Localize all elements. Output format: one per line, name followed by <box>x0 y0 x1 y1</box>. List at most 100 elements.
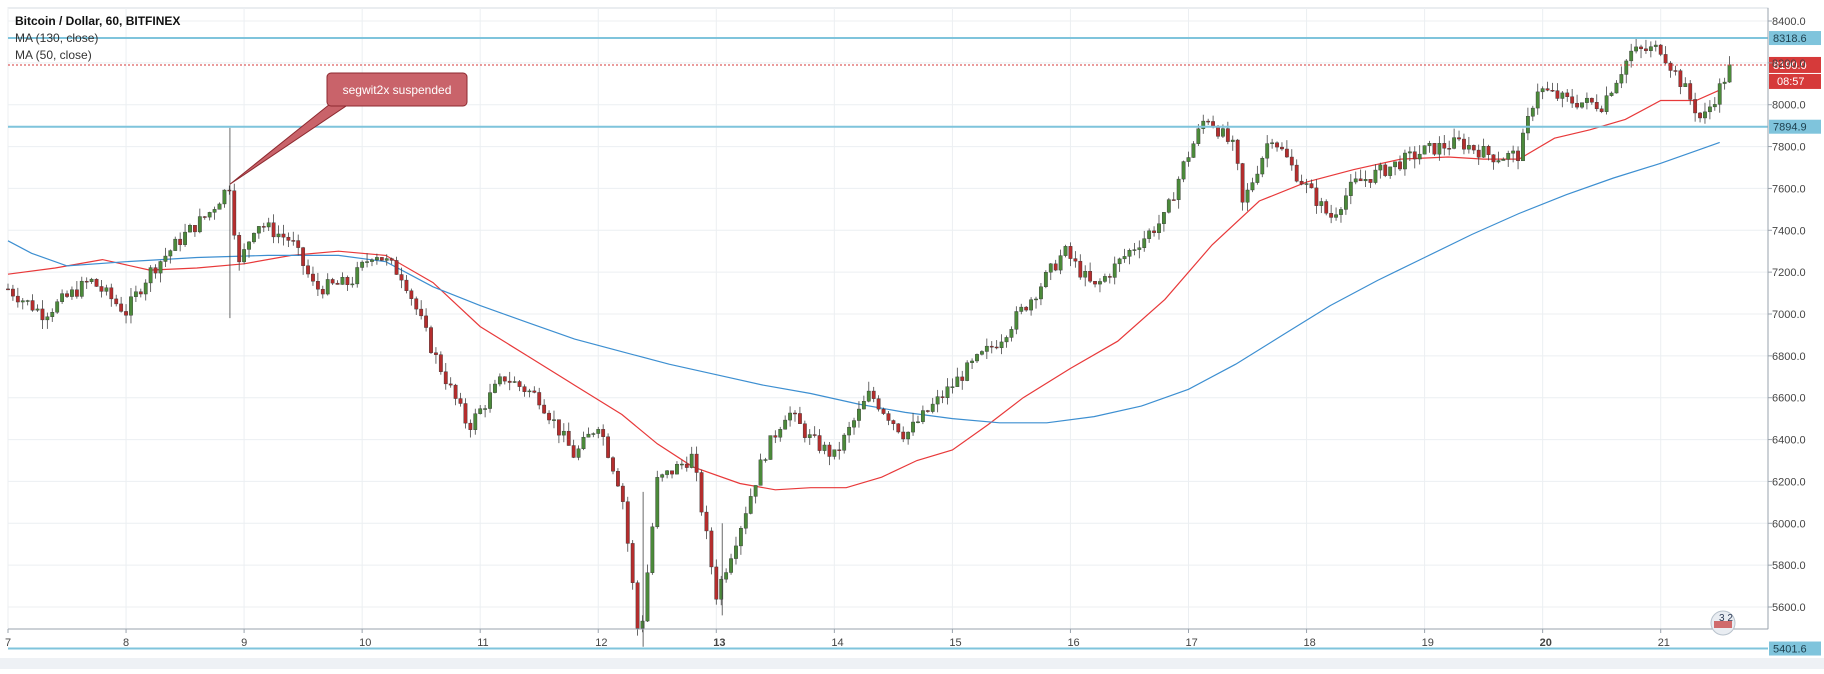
candle-body <box>852 420 856 428</box>
candle-body <box>129 296 133 316</box>
candle-body <box>1112 263 1117 278</box>
candle-body <box>143 282 148 295</box>
candle-body <box>237 235 242 263</box>
candle-body <box>1201 120 1206 129</box>
candle-body <box>1683 83 1688 87</box>
candle-body <box>1088 271 1093 282</box>
candle-body <box>788 412 792 421</box>
candle-body <box>473 413 478 430</box>
candle-body <box>1427 142 1432 146</box>
candle-body <box>970 360 974 363</box>
candle-body <box>1147 230 1152 239</box>
x-tick-label: 18 <box>1304 637 1316 649</box>
candle-body <box>1486 145 1491 155</box>
candle-body <box>1658 44 1663 55</box>
candle-body <box>1727 64 1732 83</box>
candle-body <box>1693 99 1698 114</box>
candle-body <box>1422 145 1427 155</box>
candle-body <box>1265 143 1270 159</box>
candle-body <box>1452 137 1457 149</box>
candle-body <box>133 291 138 297</box>
candle-body <box>876 398 881 410</box>
candle-body <box>965 362 970 381</box>
candle-body <box>901 431 906 440</box>
candle-body <box>1196 128 1201 144</box>
candle-body <box>940 396 945 398</box>
candle-body <box>379 257 384 261</box>
candle-body <box>960 376 965 381</box>
candle-body <box>1339 209 1343 215</box>
ma130-line <box>7 141 1720 424</box>
candle-body <box>1393 161 1397 168</box>
candle-body <box>950 386 955 388</box>
candle-body <box>1029 299 1034 311</box>
candle-body <box>1363 179 1368 182</box>
candle-body <box>281 233 286 238</box>
candle-body <box>488 392 492 409</box>
candle-body <box>655 477 660 528</box>
candle-body <box>247 241 251 250</box>
candle-body <box>1019 306 1024 312</box>
candle-body <box>1132 249 1137 251</box>
candle-body <box>1142 238 1147 248</box>
candle-body <box>847 426 852 436</box>
candle-body <box>193 225 197 233</box>
candle-body <box>1525 116 1530 134</box>
candle-body <box>443 371 448 385</box>
candle-body <box>1570 96 1575 104</box>
candle-body <box>197 216 202 233</box>
candle-body <box>522 386 527 392</box>
candle-body <box>389 258 394 261</box>
candle-body <box>975 354 979 362</box>
candle-body <box>202 216 207 218</box>
candle-body <box>104 287 109 292</box>
candle-body <box>1171 199 1176 201</box>
legend-ma50[interactable]: MA (50, close) <box>15 48 92 62</box>
level-label-bg <box>1769 31 1821 46</box>
candle-body <box>1186 157 1191 162</box>
y-tick-label: 8000.0 <box>1772 100 1806 112</box>
candle-body <box>320 288 325 295</box>
candle-body <box>404 279 409 291</box>
candle-body <box>561 430 566 436</box>
candle-body <box>1447 148 1452 150</box>
candle-body <box>50 312 55 317</box>
candle-body <box>1678 70 1683 87</box>
candle-body <box>1137 247 1142 250</box>
candle-body <box>315 281 320 290</box>
candle-body <box>502 376 507 382</box>
candle-body <box>409 290 414 299</box>
candle-body <box>1403 152 1407 170</box>
candle-body <box>1614 82 1619 94</box>
candle-body <box>945 386 950 398</box>
candle-body <box>616 471 620 487</box>
candle-body <box>1481 145 1486 158</box>
candle-body <box>630 543 635 583</box>
candle-body <box>1712 104 1717 108</box>
candle-body <box>1703 111 1707 119</box>
candle-body <box>552 419 556 421</box>
moving-averages <box>7 89 1720 491</box>
candle-body <box>817 435 822 451</box>
chart-legend: Bitcoin / Dollar, 60, BITFINEX MA (130, … <box>15 13 180 64</box>
legend-ma130[interactable]: MA (130, close) <box>15 31 99 45</box>
candle-body <box>1284 148 1289 158</box>
candle-body <box>399 274 404 281</box>
candle-body <box>1619 74 1624 84</box>
candle-body <box>296 240 301 248</box>
candle-body <box>566 430 571 446</box>
candle-body <box>1373 169 1378 183</box>
candle-body <box>743 513 748 529</box>
candle-body <box>1516 150 1520 162</box>
last-price-label: 8190.0 <box>1773 60 1807 72</box>
candle-body <box>1245 189 1250 203</box>
candle-body <box>1707 106 1712 113</box>
candle-body <box>1437 143 1442 155</box>
candle-body <box>1688 83 1693 100</box>
candle-body <box>119 303 124 312</box>
candle-body <box>276 233 281 238</box>
candle-body <box>1358 178 1363 182</box>
x-tick-label: 16 <box>1067 637 1079 649</box>
candle-body <box>1157 223 1161 233</box>
